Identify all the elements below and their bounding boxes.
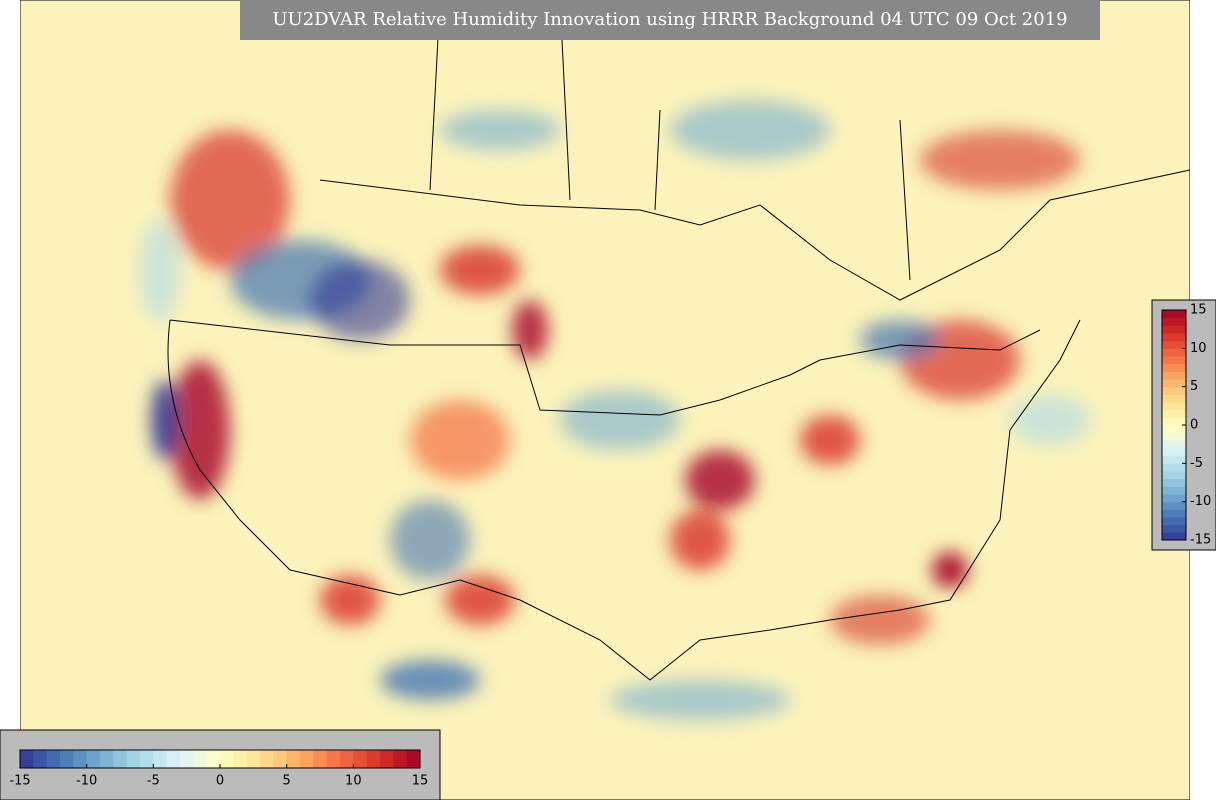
colorbar-segment (353, 750, 368, 768)
colorbar-tick-label: 5 (1190, 379, 1198, 394)
colorbar-segment (1162, 379, 1186, 388)
colorbar-segment (1162, 340, 1186, 349)
colorbar-segment (300, 750, 314, 768)
colorbar-segment (246, 750, 261, 768)
colorbar-segment (1162, 371, 1186, 380)
colorbar-segment (1162, 417, 1186, 426)
colorbar-segment (86, 750, 101, 768)
colorbar-segment (1162, 494, 1186, 503)
colorbar-segment (33, 750, 48, 768)
colorbar-segment (233, 750, 248, 768)
humidity-field (140, 100, 1090, 720)
colorbar-segment (1162, 394, 1186, 403)
colorbar-segment (1162, 317, 1186, 326)
colorbar-segment (326, 750, 341, 768)
colorbar-segment (1162, 440, 1186, 449)
colorbar-segment (73, 750, 88, 768)
colorbar-segment (113, 750, 128, 768)
colorbar-tick-label: 15 (1190, 303, 1207, 318)
colorbar-segment (1162, 532, 1186, 541)
country-boundary (319, 169, 1190, 301)
coastline (167, 319, 1081, 681)
colorbar-segment (126, 750, 141, 768)
colorbar-segment (1162, 517, 1186, 526)
boundaries (167, 0, 1190, 681)
colorbar-tick-label: -10 (1190, 494, 1211, 509)
colorbar-segment (60, 750, 74, 768)
colorbar-segment (1162, 471, 1186, 480)
colorbar-tick-label: 10 (1190, 341, 1207, 356)
colorbar-segment (20, 750, 34, 768)
colorbar-segment (1162, 409, 1186, 418)
colorbar-tick-label: 15 (412, 774, 429, 789)
map (20, 0, 1190, 800)
colorbar-tick-label: 0 (1190, 418, 1198, 433)
colorbar-segment (140, 750, 154, 768)
colorbar-segment (340, 750, 354, 768)
colorbar-segment (260, 750, 274, 768)
colorbar-tick-label: -15 (9, 774, 30, 789)
colorbar-tick-label: 10 (345, 774, 362, 789)
colorbar-segment (1162, 448, 1186, 457)
colorbar-segment (1162, 425, 1186, 434)
colorbar-segment (1162, 325, 1186, 334)
colorbar-segment (1162, 501, 1186, 510)
colorbar-tick-label: 5 (283, 774, 291, 789)
colorbar-segment (393, 750, 408, 768)
colorbar-segment (1162, 363, 1186, 372)
colorbar-segment (1162, 478, 1186, 487)
province-boundary (429, 0, 911, 281)
colorbar-segment (193, 750, 208, 768)
colorbar-segment (1162, 463, 1186, 472)
colorbar-segment (1162, 455, 1186, 464)
colorbar-segment (220, 750, 234, 768)
colorbar-segment (1162, 310, 1186, 319)
colorbar-segment (380, 750, 394, 768)
colorbar-tick-label: -10 (76, 774, 97, 789)
colorbar-tick-label: 0 (216, 774, 224, 789)
colorbar-segment (1162, 333, 1186, 342)
colorbar-segment (1162, 386, 1186, 395)
colorbar-segment (1162, 356, 1186, 365)
colorbar-segment (1162, 402, 1186, 411)
colorbar-segment (100, 750, 114, 768)
colorbar-segment (1162, 486, 1186, 495)
colorbar-segment (1162, 509, 1186, 518)
colorbar-tick-label: -5 (1190, 456, 1203, 471)
colorbar-segment (46, 750, 61, 768)
colorbar-segment (406, 750, 421, 768)
colorbar-segment (1162, 432, 1186, 441)
colorbar-segment (166, 750, 181, 768)
colorbar-segment (313, 750, 328, 768)
colorbar-segment (286, 750, 301, 768)
colorbar-segment (206, 750, 221, 768)
title: UU2DVAR Relative Humidity Innovation usi… (272, 9, 1067, 30)
colorbar-segment (366, 750, 381, 768)
colorbar-segment (1162, 348, 1186, 357)
colorbar-tick-label: -5 (147, 774, 160, 789)
colorbar-segment (1162, 524, 1186, 533)
state-boundary (169, 319, 1041, 416)
colorbar-tick-label: -15 (1190, 533, 1211, 548)
title-box (240, 0, 1100, 40)
colorbar-segment (180, 750, 194, 768)
colorbar-segment (153, 750, 168, 768)
colorbar-segment (273, 750, 288, 768)
